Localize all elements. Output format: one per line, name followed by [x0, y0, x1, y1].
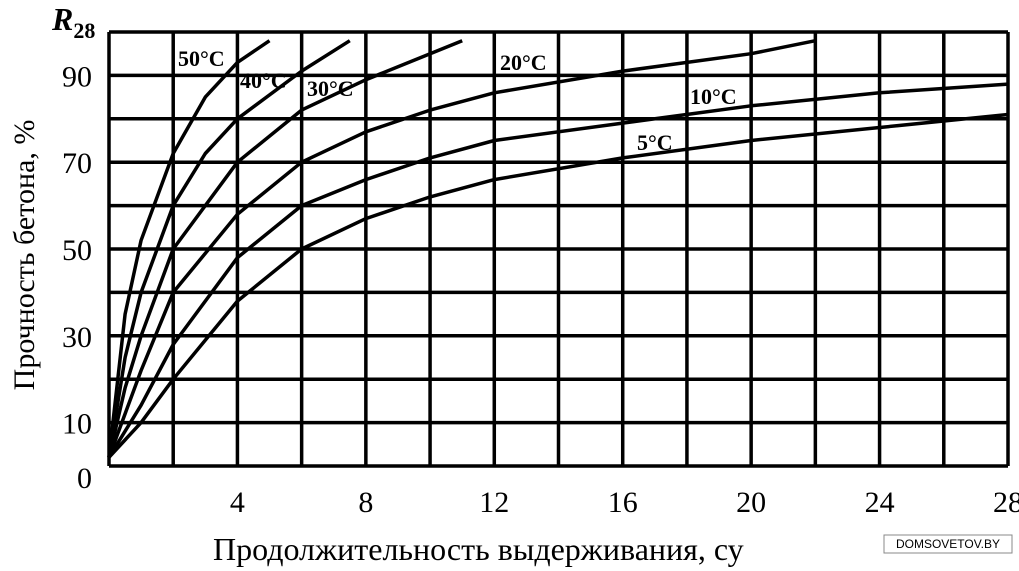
curve-label: 30°C [307, 76, 354, 101]
curve-label: 50°C [178, 46, 225, 71]
y-unit-main: R [51, 1, 73, 37]
y-unit-label: R28 [51, 1, 95, 43]
watermark-box [883, 534, 1013, 554]
x-tick-label: 28 [993, 486, 1019, 519]
x-tick-label: 12 [479, 486, 509, 519]
y-tick-label: 50 [62, 234, 92, 267]
y-tick-label: 10 [62, 408, 92, 441]
curve [107, 39, 271, 458]
y-tick-label: 70 [62, 147, 92, 180]
curve [107, 39, 463, 458]
curve-label: 5°C [637, 130, 673, 155]
curve [107, 38, 816, 458]
x-tick-label: 4 [230, 486, 245, 519]
x-axis-title: Продолжительность выдерживания, су [213, 531, 744, 567]
labels: 4 8 12 16 20 24 28 0 10 30 50 70 90 50°C 40°C 30°C 20°C 1… [62, 46, 1019, 519]
curve-label: 10°C [690, 84, 737, 109]
curve [107, 39, 351, 458]
x-tick-label: 8 [358, 486, 373, 519]
curve-label: 40°C [240, 68, 287, 93]
curves [107, 38, 1009, 459]
y-tick-label: 90 [62, 60, 92, 93]
x-tick-label: 24 [865, 486, 895, 519]
watermark: DOMSOVETOV.BY [896, 537, 1000, 551]
curve-label: 20°C [500, 50, 547, 75]
y-unit-sub: 28 [73, 18, 95, 43]
y-tick-label: 0 [77, 462, 92, 495]
grid [107, 30, 1010, 468]
x-tick-label: 16 [608, 486, 638, 519]
y-axis-title: Прочность бетона, % [8, 120, 41, 391]
curve [107, 82, 1009, 459]
curve [107, 112, 1009, 459]
y-tick-label: 30 [62, 321, 92, 354]
x-tick-label: 20 [736, 486, 766, 519]
